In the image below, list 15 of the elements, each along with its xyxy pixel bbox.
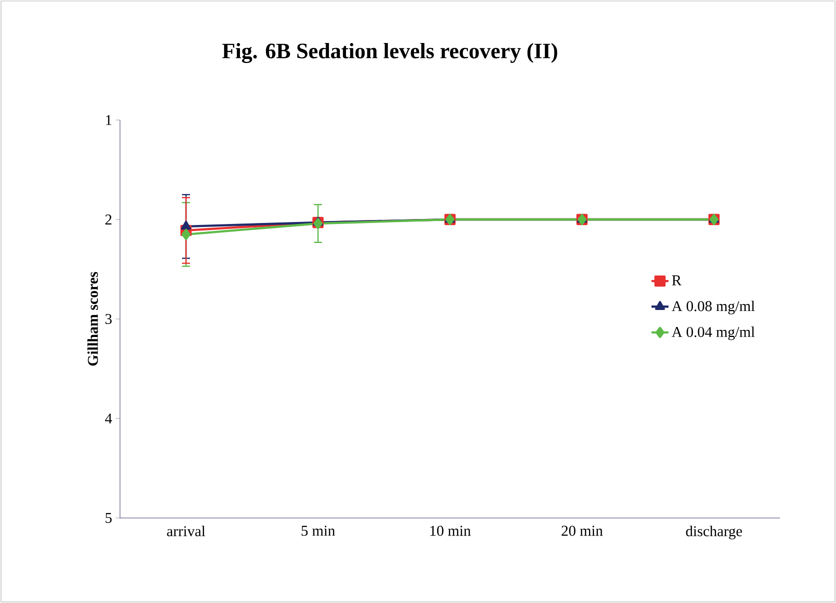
y-tick-label: 3: [105, 314, 112, 324]
x-tick-label: discharge: [686, 526, 742, 540]
y-tick-label: 2: [105, 214, 112, 224]
y-tick-label: 5: [106, 513, 112, 523]
x-tick-label: 20 min: [562, 526, 603, 536]
chart-title: Fig. 6B Sedation levels recovery (II): [222, 42, 558, 64]
x-tick-label: 5 min: [302, 526, 336, 536]
y-tick-label: 1: [106, 115, 112, 125]
legend-label: A 0.08 mg/ml: [672, 300, 755, 314]
x-tick-label: arrival: [167, 526, 206, 536]
y-axis-title: Gillham scores: [87, 272, 98, 366]
y-tick-label: 4: [105, 414, 112, 424]
legend-label: R: [672, 275, 682, 286]
x-tick-label: 10 min: [430, 526, 471, 536]
legend-label: A 0.04 mg/ml: [672, 326, 755, 340]
